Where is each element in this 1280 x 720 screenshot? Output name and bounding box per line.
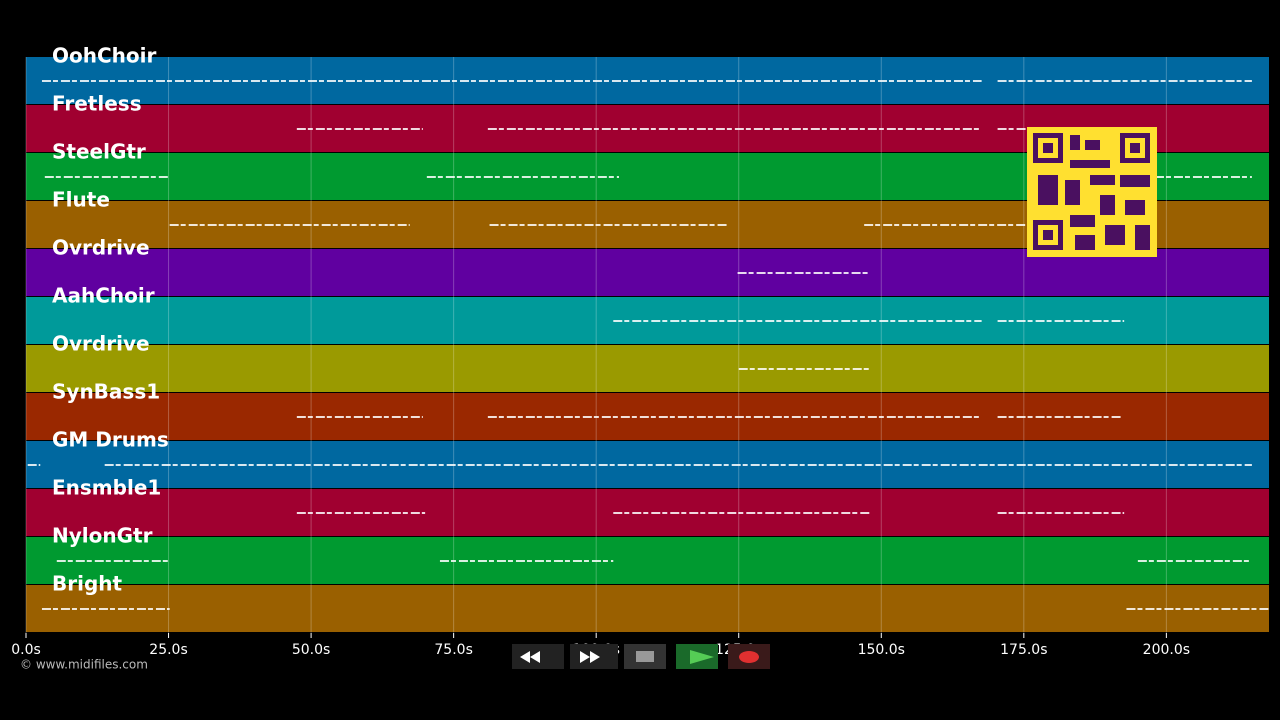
track-name: Bright — [52, 572, 123, 596]
track-name: GM Drums — [52, 428, 169, 452]
rewind-icon — [520, 651, 540, 663]
track-row — [26, 585, 1269, 632]
stop-icon — [636, 651, 654, 662]
forward-icon — [580, 651, 600, 663]
track-name: OohChoir — [52, 44, 156, 68]
tick-label: 0.0s — [11, 642, 41, 658]
track-name: NylonGtr — [52, 524, 153, 548]
qr-code — [1027, 127, 1157, 257]
track-name: SteelGtr — [52, 140, 146, 164]
transport — [512, 644, 770, 669]
track-row — [26, 537, 1269, 584]
track-name: SynBass1 — [52, 380, 160, 404]
track-name: Ovrdrive — [52, 332, 150, 356]
record-icon — [739, 651, 759, 663]
tick-label: 200.0s — [1143, 642, 1190, 658]
copyright: © www.midifiles.com — [20, 658, 148, 672]
track-name: Ensmble1 — [52, 476, 161, 500]
play-icon — [690, 650, 714, 664]
tick-label: 25.0s — [149, 642, 187, 658]
track-name: Flute — [52, 188, 110, 212]
track-name: Ovrdrive — [52, 236, 150, 260]
track-name: Fretless — [52, 92, 142, 116]
tick-label: 50.0s — [292, 642, 330, 658]
tick-label: 75.0s — [434, 642, 472, 658]
track-row — [26, 345, 1269, 392]
track-name: AahChoir — [52, 284, 155, 308]
tick-label: 175.0s — [1000, 642, 1047, 658]
tick-label: 150.0s — [858, 642, 905, 658]
